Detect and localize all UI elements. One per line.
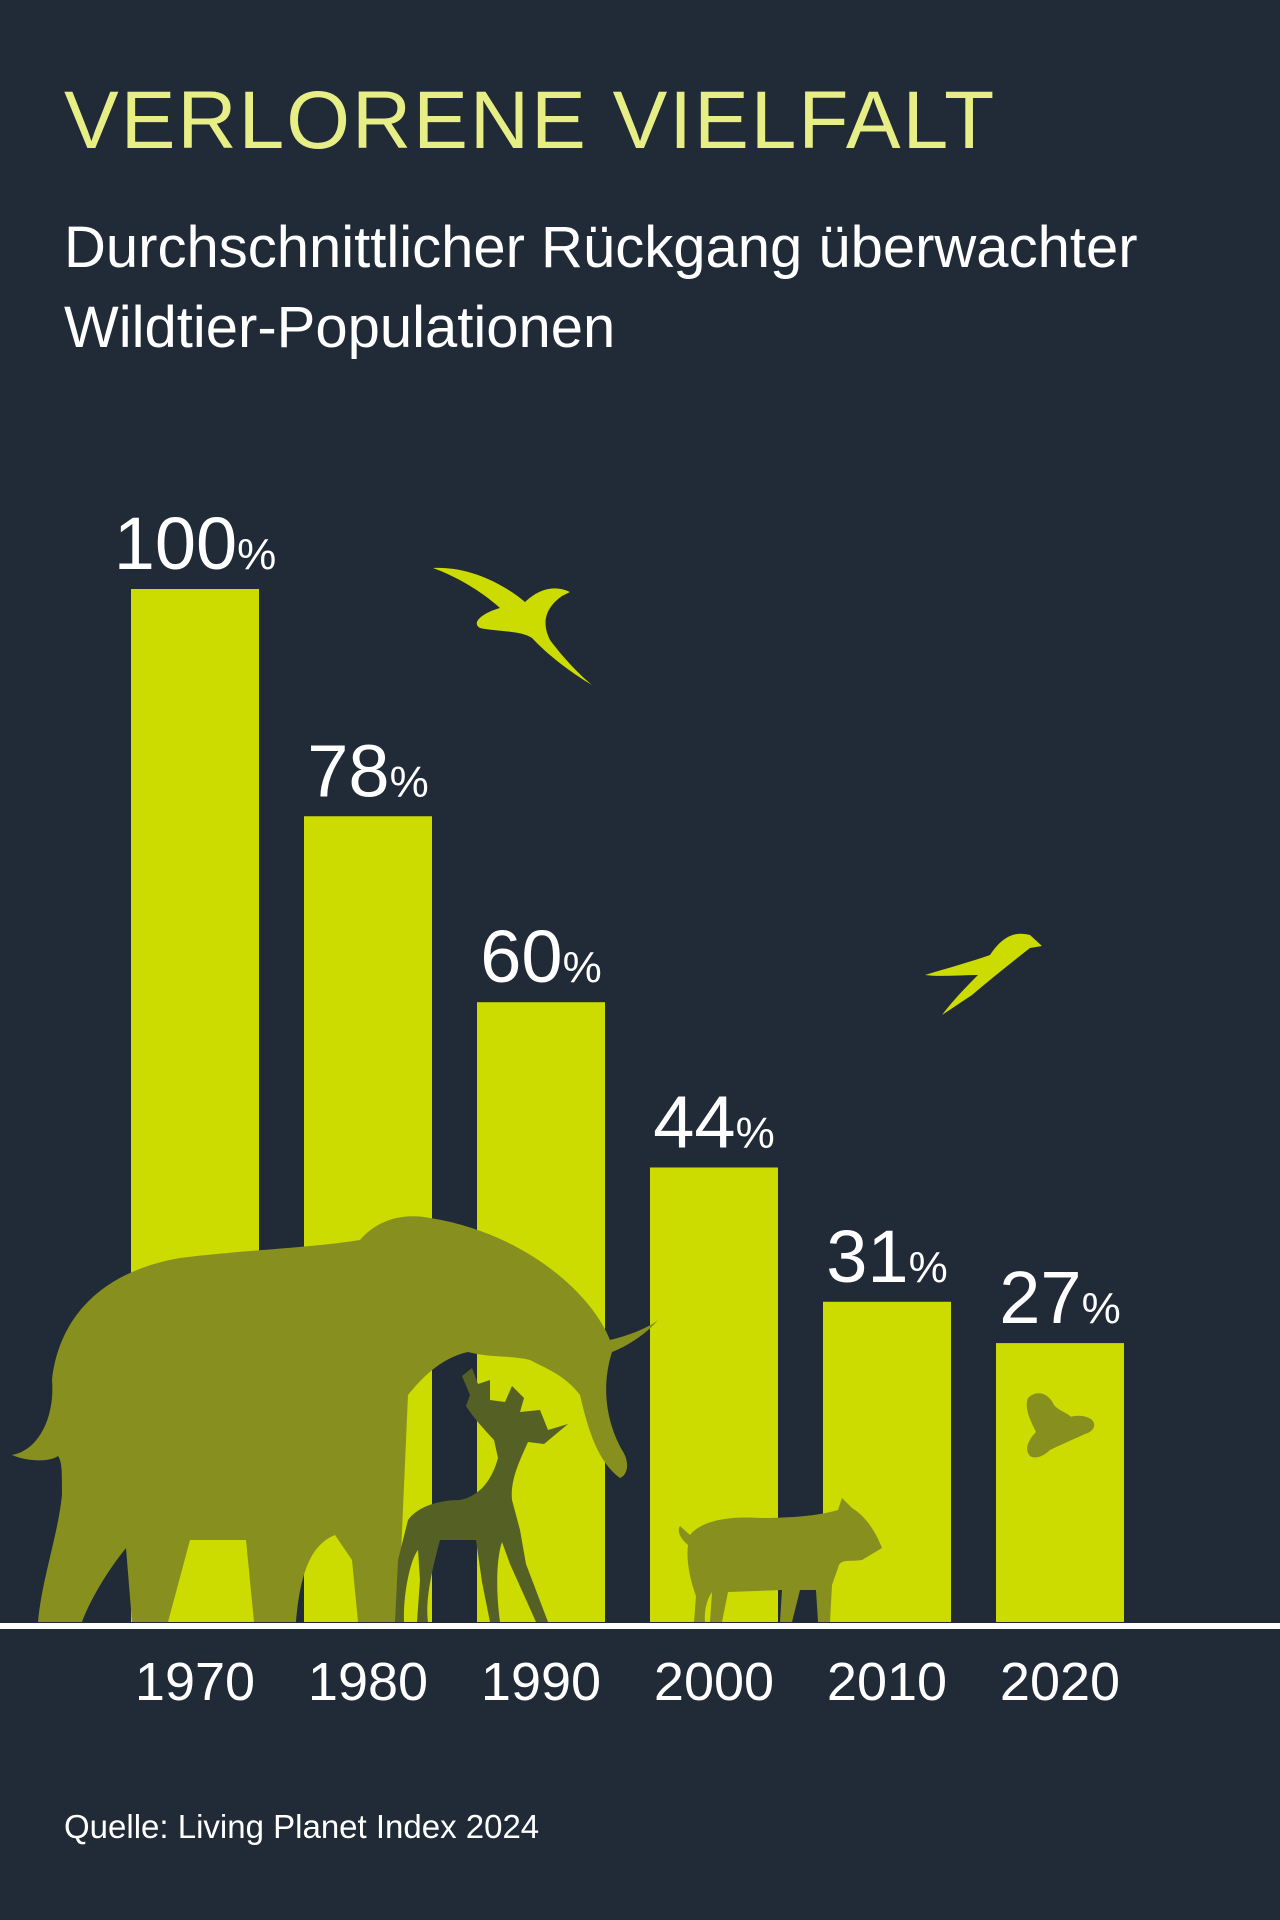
x-label-1970: 1970 bbox=[135, 1652, 255, 1712]
bird-icon bbox=[433, 567, 592, 685]
x-label-2000: 2000 bbox=[654, 1652, 774, 1712]
bar-2020 bbox=[996, 1343, 1124, 1622]
warthog-icon bbox=[678, 1498, 882, 1622]
page-subtitle: Durchschnittlicher Rückgang überwachter … bbox=[64, 215, 1138, 360]
x-label-1980: 1980 bbox=[308, 1652, 428, 1712]
swallow-icon bbox=[925, 933, 1042, 1015]
value-label-1970: 100% bbox=[114, 502, 277, 585]
value-label-1990: 60% bbox=[480, 915, 601, 998]
deer-icon bbox=[395, 1368, 568, 1622]
value-label-1980: 78% bbox=[307, 729, 428, 812]
x-label-2010: 2010 bbox=[827, 1652, 947, 1712]
value-label-2010: 31% bbox=[826, 1215, 947, 1298]
x-label-1990: 1990 bbox=[481, 1652, 601, 1712]
x-label-2020: 2020 bbox=[1000, 1652, 1120, 1712]
value-label-2020: 27% bbox=[999, 1256, 1120, 1339]
bar-2010 bbox=[823, 1301, 951, 1622]
value-labels-group: 100% 78% 60% 44% 31% 27% bbox=[114, 502, 1121, 1339]
source-note: Quelle: Living Planet Index 2024 bbox=[64, 1808, 540, 1845]
page-title: VERLORENE VIELFALT bbox=[64, 75, 997, 166]
x-axis-labels-group: 1970 1980 1990 2000 2010 2020 bbox=[135, 1652, 1120, 1712]
bee-icon bbox=[1026, 1393, 1095, 1458]
value-label-2000: 44% bbox=[653, 1080, 774, 1163]
elephant-icon bbox=[12, 1216, 658, 1622]
